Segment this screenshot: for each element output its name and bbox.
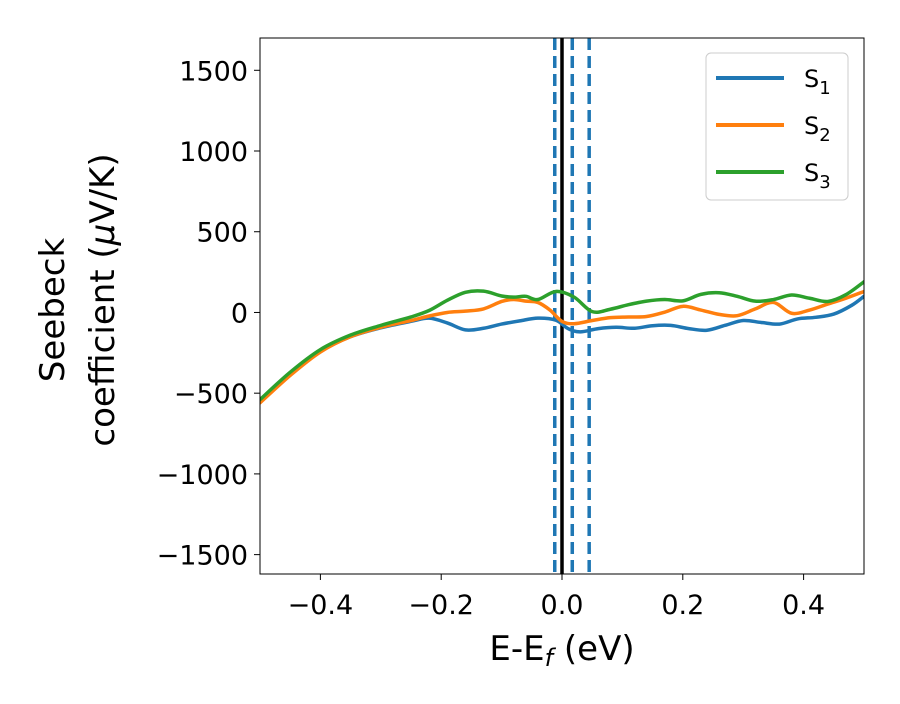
y-tick-label: −1000 — [157, 460, 248, 491]
x-tick-label: 0.2 — [661, 590, 704, 621]
x-tick-label: −0.2 — [408, 590, 474, 621]
y-axis-label-seebeck: Seebeck — [33, 238, 73, 383]
series-lines — [260, 280, 864, 405]
y-axis-label-line2: coefficient (μV/K) — [83, 153, 123, 446]
legend-label-s3: S3 — [804, 159, 831, 193]
x-axis-label: E-Ef (eV) — [489, 629, 634, 672]
y-tick-label: 500 — [196, 218, 248, 249]
series-line-s2 — [260, 289, 864, 405]
y-axis-label-suffix: V/K) — [83, 153, 123, 223]
y-tick-label: −500 — [174, 379, 248, 410]
y-tick-label: 0 — [231, 298, 248, 329]
legend-label-s1: S1 — [804, 65, 831, 99]
y-axis-label-line1: Seebeck — [33, 238, 73, 383]
x-axis-ticks: −0.4 −0.2 0.0 0.2 0.4 — [288, 574, 825, 621]
legend-label-s2: S2 — [804, 112, 831, 146]
x-axis-label-main: E-E — [489, 629, 544, 669]
reference-lines — [553, 38, 591, 574]
y-axis-label-mu: μ — [83, 224, 123, 247]
y-tick-label: 1000 — [179, 137, 248, 168]
legend: S1 S2 S3 — [705, 52, 849, 201]
x-tick-label: 0.4 — [782, 590, 825, 621]
y-tick-label: −1500 — [157, 541, 248, 572]
y-axis-label-prefix: coefficient ( — [83, 245, 123, 446]
x-tick-label: −0.4 — [288, 590, 354, 621]
x-tick-label: 0.0 — [541, 590, 584, 621]
series-line-s3 — [260, 280, 864, 402]
y-axis-ticks: −1500 −1000 −500 0 500 1000 1500 — [157, 56, 260, 572]
y-tick-label: 1500 — [179, 56, 248, 87]
x-axis-label-unit: (eV) — [553, 629, 635, 669]
